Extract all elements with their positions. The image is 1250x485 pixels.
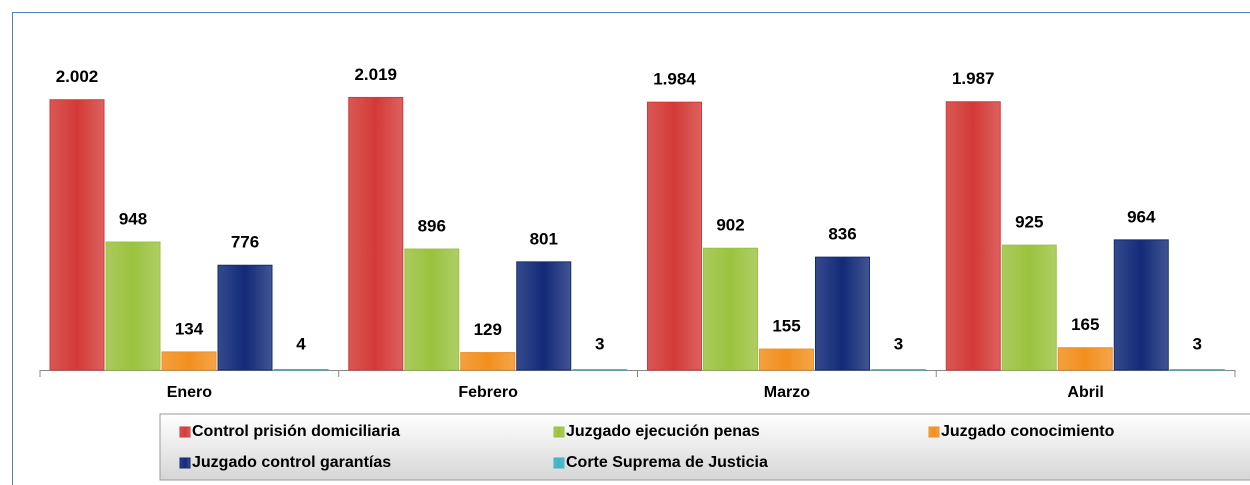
data-label: 3 [595,334,604,353]
bar [49,99,105,371]
data-label: 836 [828,225,856,244]
bar [945,101,1001,371]
legend-marker [553,457,565,469]
bar [348,96,404,371]
bar [161,351,217,371]
data-label: 801 [530,229,558,248]
legend-label: Juzgado ejecución penas [566,423,760,440]
data-label: 902 [716,216,744,235]
data-label: 3 [894,334,903,353]
bar [217,264,273,371]
legend-label: Juzgado conocimiento [941,423,1115,440]
chart-border [12,12,1250,485]
x-tick-label: Febrero [458,384,518,401]
bar [1057,347,1113,371]
bar [1001,244,1057,371]
data-label: 165 [1071,315,1099,334]
legend-marker [179,426,191,438]
legend-label: Corte Suprema de Justicia [566,454,768,471]
bar [516,261,572,371]
bar [460,352,516,371]
legend-marker [928,426,940,438]
data-label: 896 [418,217,446,236]
data-label: 925 [1015,213,1043,232]
data-label: 134 [175,319,204,338]
bar [404,248,460,371]
data-label: 948 [119,210,147,229]
legend-box [159,413,1250,481]
data-label: 964 [1127,207,1156,226]
bar [1113,239,1169,371]
data-label: 129 [474,320,502,339]
data-label: 3 [1193,334,1202,353]
x-tick-label: Marzo [764,384,810,401]
x-tick-label: Enero [167,384,213,401]
data-label: 2.019 [354,65,397,84]
bar [273,368,329,371]
x-tick-label: Abril [1067,384,1103,401]
bar [647,101,702,371]
data-label: 155 [772,317,800,336]
data-label: 4 [296,334,306,353]
legend-marker [179,457,191,469]
legend-label: Control prisión domiciliaria [192,423,400,440]
data-label: 1.987 [952,69,995,88]
data-label: 1.984 [653,70,696,89]
bar [703,247,758,371]
data-label: 2.002 [56,67,99,86]
legend-label: Juzgado control garantías [192,454,391,471]
data-label: 776 [231,233,259,252]
bar [815,256,870,371]
bar [105,241,161,371]
legend-marker [553,426,565,438]
bar [759,348,814,371]
